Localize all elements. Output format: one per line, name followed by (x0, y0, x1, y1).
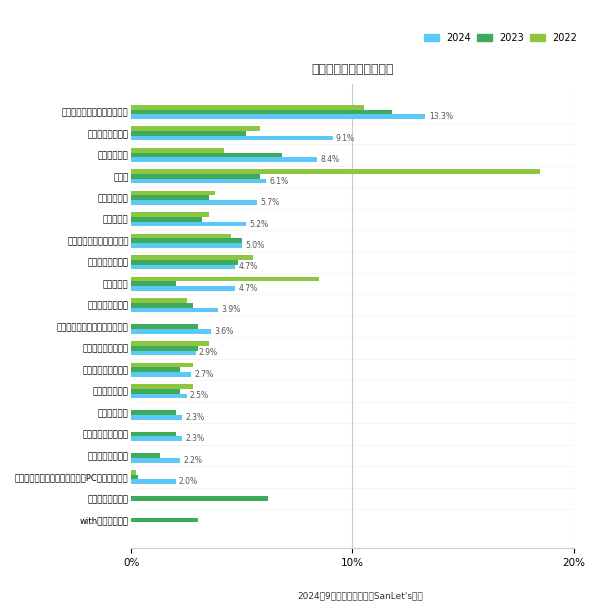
Bar (131, 157, 317, 162)
Bar (131, 362, 193, 367)
Bar (131, 286, 235, 291)
Bar (131, 341, 209, 346)
Title: オンライン参列イメージ: オンライン参列イメージ (311, 63, 394, 76)
Bar (131, 195, 209, 200)
Bar (131, 458, 180, 463)
Bar (131, 222, 247, 227)
Bar (131, 346, 198, 350)
Bar (131, 217, 202, 222)
Text: 8.4%: 8.4% (320, 155, 340, 164)
Bar (131, 239, 242, 243)
Bar (131, 384, 193, 389)
Text: 13.3%: 13.3% (429, 112, 453, 121)
Bar (131, 276, 319, 281)
Bar (131, 148, 224, 153)
Bar (131, 264, 235, 269)
Bar (131, 178, 266, 183)
Bar (131, 174, 260, 178)
Text: 2.3%: 2.3% (185, 413, 205, 422)
Bar (131, 153, 282, 157)
Bar (131, 389, 180, 394)
Bar (131, 200, 257, 205)
Bar (131, 350, 196, 355)
Bar (131, 367, 180, 372)
Bar (131, 109, 392, 114)
Bar (131, 432, 176, 436)
Bar (131, 255, 253, 260)
Bar (131, 329, 211, 334)
Bar (131, 281, 176, 286)
Bar (131, 234, 231, 239)
Text: 2.7%: 2.7% (194, 370, 214, 379)
Bar (131, 136, 332, 141)
Bar (131, 394, 187, 398)
Text: 2.2%: 2.2% (184, 456, 202, 465)
Bar (131, 453, 160, 458)
Text: 2.3%: 2.3% (185, 435, 205, 444)
Bar (131, 126, 260, 131)
Bar (131, 131, 247, 136)
Bar (131, 410, 176, 415)
Bar (131, 191, 215, 195)
Bar (131, 303, 193, 308)
Legend: 2024, 2023, 2022: 2024, 2023, 2022 (424, 33, 577, 43)
Text: 2.9%: 2.9% (199, 349, 218, 358)
Text: 4.7%: 4.7% (239, 284, 258, 293)
Text: 6.1%: 6.1% (269, 177, 289, 186)
Bar (131, 243, 242, 248)
Text: 5.7%: 5.7% (261, 198, 280, 207)
Bar (131, 372, 191, 377)
Bar (131, 325, 198, 329)
Text: 3.6%: 3.6% (214, 327, 233, 336)
Text: 5.0%: 5.0% (245, 241, 265, 250)
Bar (131, 436, 182, 441)
Bar (131, 496, 268, 501)
Text: 2.0%: 2.0% (179, 477, 198, 486)
Text: 9.1%: 9.1% (336, 133, 355, 142)
Bar (131, 298, 187, 303)
Bar (131, 260, 238, 264)
Text: 2.5%: 2.5% (190, 391, 209, 400)
Bar (131, 308, 218, 313)
Bar (131, 105, 364, 109)
Bar (131, 517, 198, 522)
Text: 3.9%: 3.9% (221, 305, 240, 314)
Text: 4.7%: 4.7% (239, 263, 258, 272)
Bar (131, 415, 182, 419)
Bar (131, 169, 541, 174)
Text: 5.2%: 5.2% (250, 219, 269, 228)
Text: 2024年9月挙式ライブ配信SanLet's調べ: 2024年9月挙式ライブ配信SanLet's調べ (297, 591, 423, 600)
Bar (131, 114, 425, 119)
Bar (131, 480, 176, 484)
Bar (131, 212, 209, 217)
Bar (131, 475, 138, 480)
Bar (131, 470, 136, 475)
